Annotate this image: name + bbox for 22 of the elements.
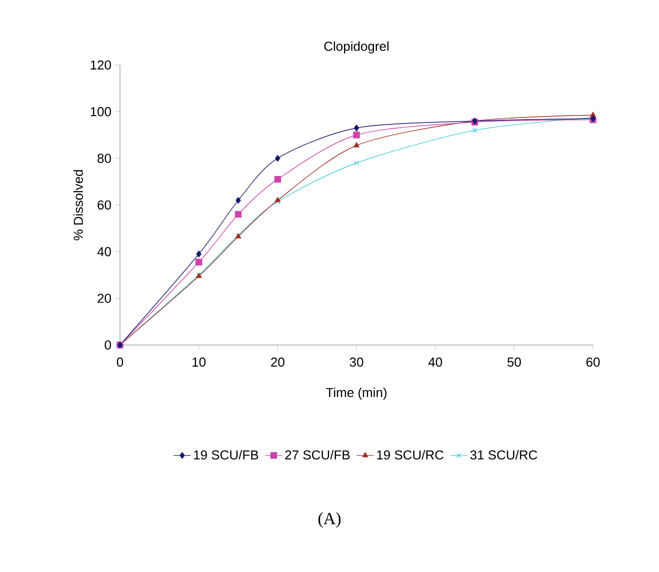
x-axis-title: Time (min) (326, 388, 386, 400)
y-tick-label: 0 (104, 340, 111, 350)
legend-label: 27 SCU/FB (285, 450, 350, 460)
legend-label: 31 SCU/RC (470, 450, 538, 460)
legend-label: 19 SCU/FB (194, 450, 258, 460)
y-tick-label: 120 (90, 60, 111, 70)
legend-label: 19 SCU/RC (377, 450, 444, 460)
x-tick-label: 10 (192, 358, 206, 367)
x-tick-label: 20 (271, 358, 284, 367)
x-tick-label: 40 (428, 358, 442, 367)
x-tick-label: 0 (116, 358, 124, 367)
y-axis-title: % Dissolved (73, 170, 83, 240)
y-tick-label: 80 (98, 154, 111, 163)
y-tick-label: 100 (90, 107, 111, 116)
y-tick-label: 60 (98, 200, 111, 210)
y-tick-label: 40 (97, 247, 111, 256)
text: (A) (318, 512, 341, 528)
y-tick-label: 20 (98, 294, 111, 303)
chart-title: Clopidogrel (324, 41, 388, 54)
x-tick-label: 60 (586, 358, 600, 367)
x-tick-label: 50 (507, 358, 521, 367)
x-tick-label: 30 (350, 358, 364, 367)
